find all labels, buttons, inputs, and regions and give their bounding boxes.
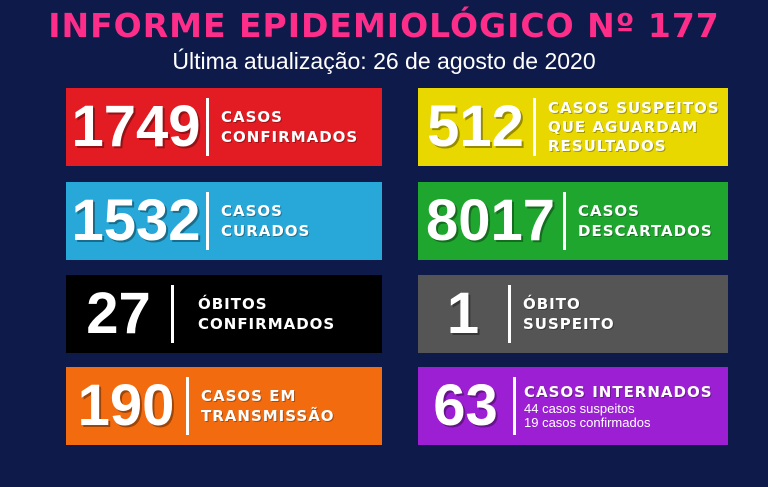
suspected-cases-label: CASOS SUSPEITOS QUE AGUARDAM RESULTADOS [548, 98, 720, 155]
hospitalized-confirmed-detail: 19 casos confirmados [524, 415, 651, 430]
card-divider [186, 377, 189, 435]
card-discarded-cases: 8017 CASOS DESCARTADOS [418, 182, 728, 260]
card-suspected-death: 1 ÓBITO SUSPEITO [418, 275, 728, 353]
suspected-death-label: ÓBITO SUSPEITO [523, 295, 615, 333]
card-cured-cases: 1532 CASOS CURADOS [66, 182, 382, 260]
card-divider [563, 192, 566, 250]
card-divider [533, 98, 536, 156]
hospitalized-cases-value: 63 [433, 373, 498, 438]
last-update-subtitle: Última atualização: 26 de agosto de 2020 [172, 48, 596, 74]
card-divider [171, 285, 174, 343]
transmission-cases-value: 190 [77, 373, 175, 438]
card-divider [513, 377, 516, 435]
card-divider [508, 285, 511, 343]
confirmed-deaths-value: 27 [86, 281, 151, 346]
transmission-cases-label: CASOS EM TRANSMISSÃO [201, 387, 335, 425]
card-confirmed-deaths: 27 ÓBITOS CONFIRMADOS [66, 275, 382, 353]
page-title: INFORME EPIDEMIOLÓGICO Nº 177 [48, 6, 720, 45]
hospitalized-cases-label: CASOS INTERNADOS 44 casos suspeitos 19 c… [524, 383, 713, 430]
suspected-death-value: 1 [446, 281, 480, 346]
card-confirmed-cases: 1749 CASOS CONFIRMADOS [66, 88, 382, 166]
card-divider [206, 192, 209, 250]
card-suspected-cases: 512 CASOS SUSPEITOS QUE AGUARDAM RESULTA… [418, 88, 728, 166]
cured-cases-label: CASOS CURADOS [221, 202, 311, 240]
card-cases-in-transmission: 190 CASOS EM TRANSMISSÃO [66, 367, 382, 445]
suspected-cases-value: 512 [427, 94, 524, 159]
card-hospitalized-cases: 63 CASOS INTERNADOS 44 casos suspeitos 1… [418, 367, 728, 445]
card-divider [206, 98, 209, 156]
confirmed-cases-value: 1749 [71, 94, 201, 159]
cured-cases-value: 1532 [71, 188, 201, 253]
discarded-cases-value: 8017 [425, 188, 556, 253]
discarded-cases-label: CASOS DESCARTADOS [578, 202, 713, 240]
confirmed-deaths-label: ÓBITOS CONFIRMADOS [198, 295, 336, 333]
confirmed-cases-label: CASOS CONFIRMADOS [221, 108, 359, 146]
hospitalized-suspected-detail: 44 casos suspeitos [524, 401, 635, 416]
